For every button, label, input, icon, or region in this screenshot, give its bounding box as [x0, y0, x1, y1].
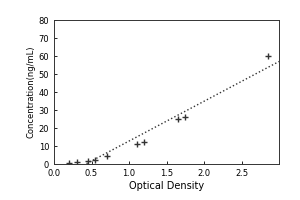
X-axis label: Optical Density: Optical Density — [129, 181, 204, 191]
Y-axis label: Concentration(ng/mL): Concentration(ng/mL) — [27, 46, 36, 138]
